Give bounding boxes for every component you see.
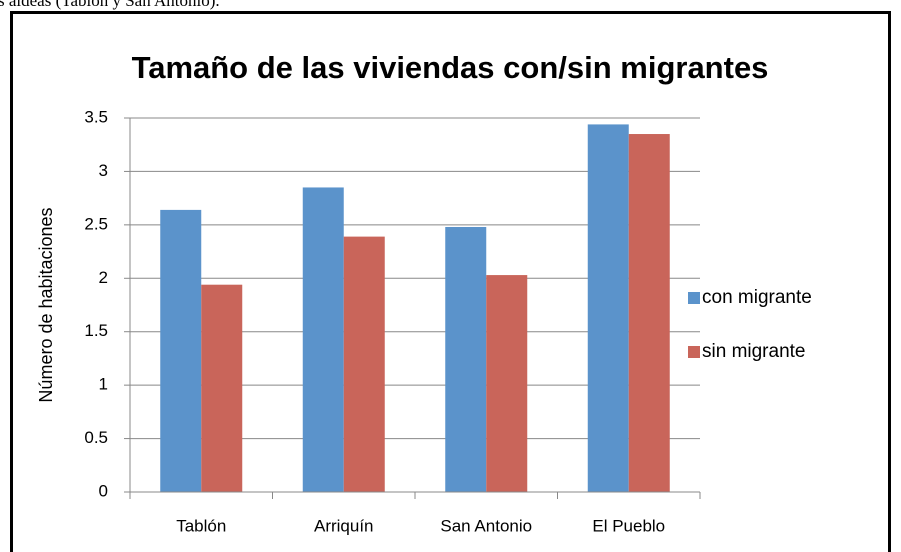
bar [445,226,487,492]
legend-swatch [688,292,700,304]
y-axis-label: Número de habitaciones [36,207,56,402]
bar [343,236,385,492]
bar [201,284,243,492]
y-tick-label: 0 [99,481,108,500]
bar [302,187,344,492]
y-tick-label: 2 [99,268,108,287]
bar [628,134,670,492]
y-tick-label: 1.5 [84,321,108,340]
x-tick-label: Tablón [176,516,226,535]
bar [587,124,629,492]
y-tick-label: 0.5 [84,428,108,447]
y-tick-label: 3 [99,161,108,180]
x-tick-label: El Pueblo [592,516,665,535]
x-tick-label: Arriquín [314,516,374,535]
y-tick-label: 3.5 [84,107,108,126]
y-tick-label: 1 [99,375,108,394]
y-tick-label: 2.5 [84,214,108,233]
legend-label: con migrante [702,287,812,308]
legend-swatch [688,346,700,358]
x-tick-label: San Antonio [440,516,532,535]
legend-label: sin migrante [702,341,806,362]
bar [160,209,202,492]
caption: s aldeas (Tablón y San Antonio). [0,0,220,10]
chart-title: Tamaño de las viviendas con/sin migrante… [132,50,769,85]
bar [486,275,528,492]
